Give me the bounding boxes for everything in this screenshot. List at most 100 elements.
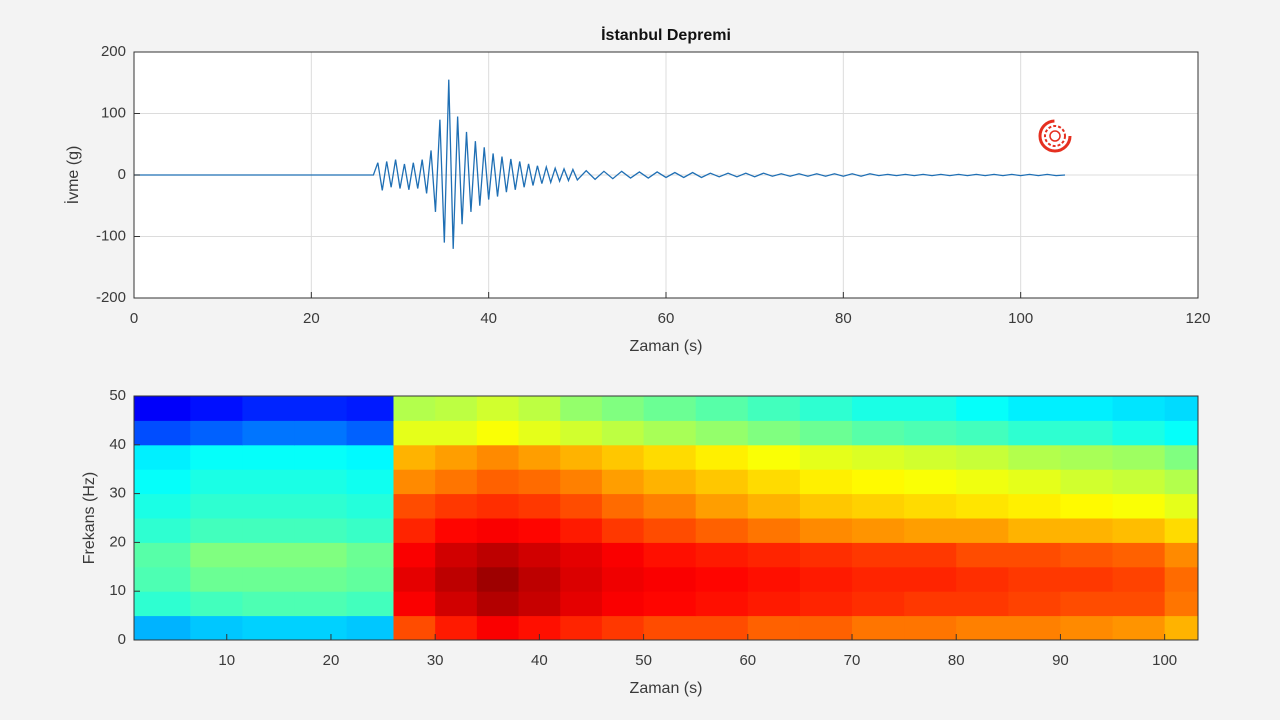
heatmap-cell <box>346 396 394 421</box>
heatmap-cell <box>799 444 853 470</box>
heatmap-cell <box>1112 493 1166 519</box>
heatmap-cell <box>518 420 561 446</box>
heatmap-cell <box>1008 518 1061 543</box>
heatmap-cell <box>695 493 749 519</box>
heatmap-cell <box>601 518 645 543</box>
heatmap-cell <box>134 396 191 421</box>
heatmap-cell <box>1060 444 1114 470</box>
heatmap-cell <box>294 591 348 617</box>
heatmap-cell <box>956 396 1009 421</box>
heatmap-cell <box>1164 542 1199 568</box>
heatmap-cell <box>601 615 645 641</box>
heatmap-cell <box>476 591 520 617</box>
plot-frame <box>133 395 1199 641</box>
heatmap-cell <box>242 396 295 421</box>
heatmap-cell <box>747 542 801 568</box>
heatmap-cell <box>1112 420 1166 446</box>
heatmap-cell <box>476 444 520 470</box>
heatmap-cell <box>601 444 645 470</box>
heatmap-cell <box>852 493 905 519</box>
heatmap-cell <box>190 493 243 519</box>
heatmap-cell <box>643 493 697 519</box>
heatmap-cell <box>1164 444 1199 470</box>
x-tick-label: 50 <box>635 652 652 669</box>
heatmap-cell <box>904 469 957 495</box>
x-tick-label: 100 <box>1152 652 1177 669</box>
heatmap-cell <box>346 493 394 519</box>
heatmap-cell <box>435 542 478 568</box>
x-tick-label: 20 <box>303 310 320 327</box>
heatmap-cell <box>695 469 749 495</box>
heatmap-cell <box>190 566 243 592</box>
heatmap-cell <box>476 396 520 421</box>
heatmap-cell <box>294 420 348 446</box>
heatmap-cell <box>852 518 905 543</box>
heatmap-cell <box>747 444 801 470</box>
heatmap-cell <box>1112 444 1166 470</box>
heatmap-cell <box>799 566 853 592</box>
heatmap-cell <box>346 591 394 617</box>
heatmap-cell <box>695 566 749 592</box>
heatmap-cell <box>134 518 191 543</box>
heatmap-cell <box>1060 420 1114 446</box>
heatmap-cell <box>134 444 191 470</box>
heatmap-cell <box>560 493 603 519</box>
heatmap-cell <box>643 444 697 470</box>
heatmap-cell <box>476 469 520 495</box>
heatmap-cell <box>904 493 957 519</box>
heatmap-cell <box>346 444 394 470</box>
heatmap-cell <box>601 542 645 568</box>
heatmap-cell <box>294 493 348 519</box>
x-tick-label: 80 <box>948 652 965 669</box>
y-axis-label: İvme (g) <box>63 146 82 205</box>
heatmap-cell <box>1008 396 1061 421</box>
heatmap-cell <box>560 469 603 495</box>
heatmap-cell <box>190 518 243 543</box>
heatmap-cell <box>1008 566 1061 592</box>
heatmap-cell <box>435 396 478 421</box>
heatmap-cell <box>242 566 295 592</box>
heatmap-cell <box>393 469 436 495</box>
x-axis-label: Zaman (s) <box>630 680 703 697</box>
heatmap-cell <box>476 493 520 519</box>
x-tick-label: 20 <box>323 652 340 669</box>
heatmap-cell <box>643 615 697 641</box>
heatmap-cell <box>1008 444 1061 470</box>
heatmap-cell <box>134 591 191 617</box>
y-tick-label: 0 <box>118 166 126 183</box>
x-tick-label: 70 <box>844 652 861 669</box>
heatmap-cell <box>560 420 603 446</box>
heatmap-cell <box>1060 396 1114 421</box>
heatmap-cell <box>560 396 603 421</box>
x-tick-label: 40 <box>531 652 548 669</box>
heatmap-cell <box>643 518 697 543</box>
heatmap-cell <box>518 469 561 495</box>
heatmap-cell <box>695 542 749 568</box>
heatmap-cell <box>134 420 191 446</box>
heatmap-cell <box>518 518 561 543</box>
heatmap-cell <box>1112 591 1166 617</box>
heatmap-cell <box>643 591 697 617</box>
heatmap-cell <box>601 420 645 446</box>
x-tick-label: 40 <box>480 310 497 327</box>
heatmap-cell <box>393 493 436 519</box>
heatmap-cell <box>1112 542 1166 568</box>
heatmap-cell <box>852 469 905 495</box>
heatmap-cell <box>1164 615 1199 641</box>
x-tick-label: 90 <box>1052 652 1069 669</box>
x-axis-label: Zaman (s) <box>630 338 703 355</box>
heatmap-cell <box>799 542 853 568</box>
heatmap-cell <box>393 396 436 421</box>
heatmap-cell <box>435 444 478 470</box>
heatmap-cell <box>601 591 645 617</box>
heatmap-cell <box>242 591 295 617</box>
heatmap-cell <box>435 420 478 446</box>
x-tick-label: 120 <box>1185 310 1210 327</box>
heatmap-cell <box>560 542 603 568</box>
heatmap-cell <box>601 396 645 421</box>
heatmap-cell <box>904 444 957 470</box>
heatmap-cell <box>747 396 801 421</box>
heatmap-cell <box>956 469 1009 495</box>
heatmap-cell <box>476 518 520 543</box>
x-tick-label: 0 <box>130 310 138 327</box>
